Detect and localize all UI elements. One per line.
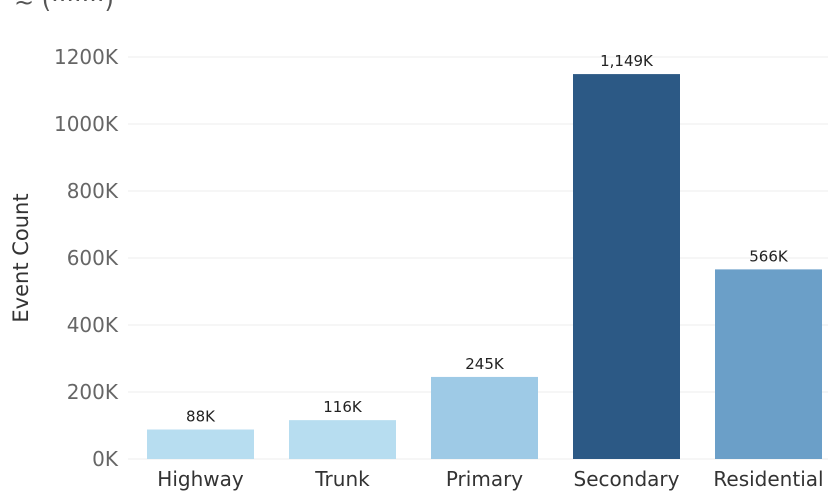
bars bbox=[147, 74, 822, 460]
x-category-label: Primary bbox=[446, 467, 523, 491]
x-axis-categories: Highway Trunk Primary Secondary Residential bbox=[157, 467, 823, 491]
data-labels: 88K 116K 245K 1,149K 566K bbox=[186, 52, 789, 425]
gridlines bbox=[128, 56, 828, 460]
y-tick-label: 600K bbox=[67, 246, 119, 270]
y-axis-title: Event Count bbox=[9, 193, 33, 322]
x-category-label: Secondary bbox=[574, 467, 680, 491]
data-label-secondary: 1,149K bbox=[600, 52, 654, 70]
data-label-highway: 88K bbox=[186, 408, 216, 426]
x-category-label: Trunk bbox=[314, 467, 370, 491]
y-tick-label: 1200K bbox=[54, 45, 119, 69]
x-category-label: Residential bbox=[713, 467, 823, 491]
data-label-trunk: 116K bbox=[323, 398, 363, 416]
x-category-label: Highway bbox=[157, 467, 244, 491]
y-tick-label: 0K bbox=[92, 447, 119, 471]
y-tick-label: 800K bbox=[67, 179, 119, 203]
bar-primary bbox=[431, 376, 538, 459]
data-label-primary: 245K bbox=[465, 355, 505, 373]
y-tick-label: 1000K bbox=[54, 112, 119, 136]
y-tick-label: 200K bbox=[67, 380, 119, 404]
bar-secondary bbox=[573, 74, 680, 460]
cut-off-title-fragment: ≈ (·······) bbox=[14, 0, 114, 14]
y-axis-ticks: 0K 200K 400K 600K 800K 1000K 1200K bbox=[54, 45, 119, 471]
data-label-residential: 566K bbox=[749, 247, 789, 265]
bar-residential bbox=[715, 269, 822, 459]
y-tick-label: 400K bbox=[67, 313, 119, 337]
bar-highway bbox=[147, 429, 254, 459]
bar-trunk bbox=[289, 420, 396, 459]
